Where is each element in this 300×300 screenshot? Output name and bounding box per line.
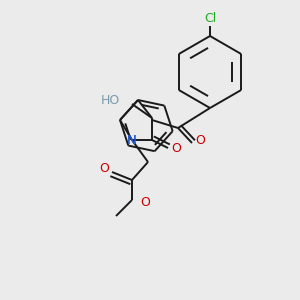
Text: HO: HO: [101, 94, 120, 106]
Text: N: N: [127, 134, 137, 146]
Text: Cl: Cl: [204, 13, 216, 26]
Text: O: O: [171, 142, 181, 154]
Text: N: N: [127, 134, 137, 146]
Text: O: O: [140, 196, 150, 208]
Text: O: O: [195, 134, 205, 148]
Text: O: O: [99, 161, 109, 175]
